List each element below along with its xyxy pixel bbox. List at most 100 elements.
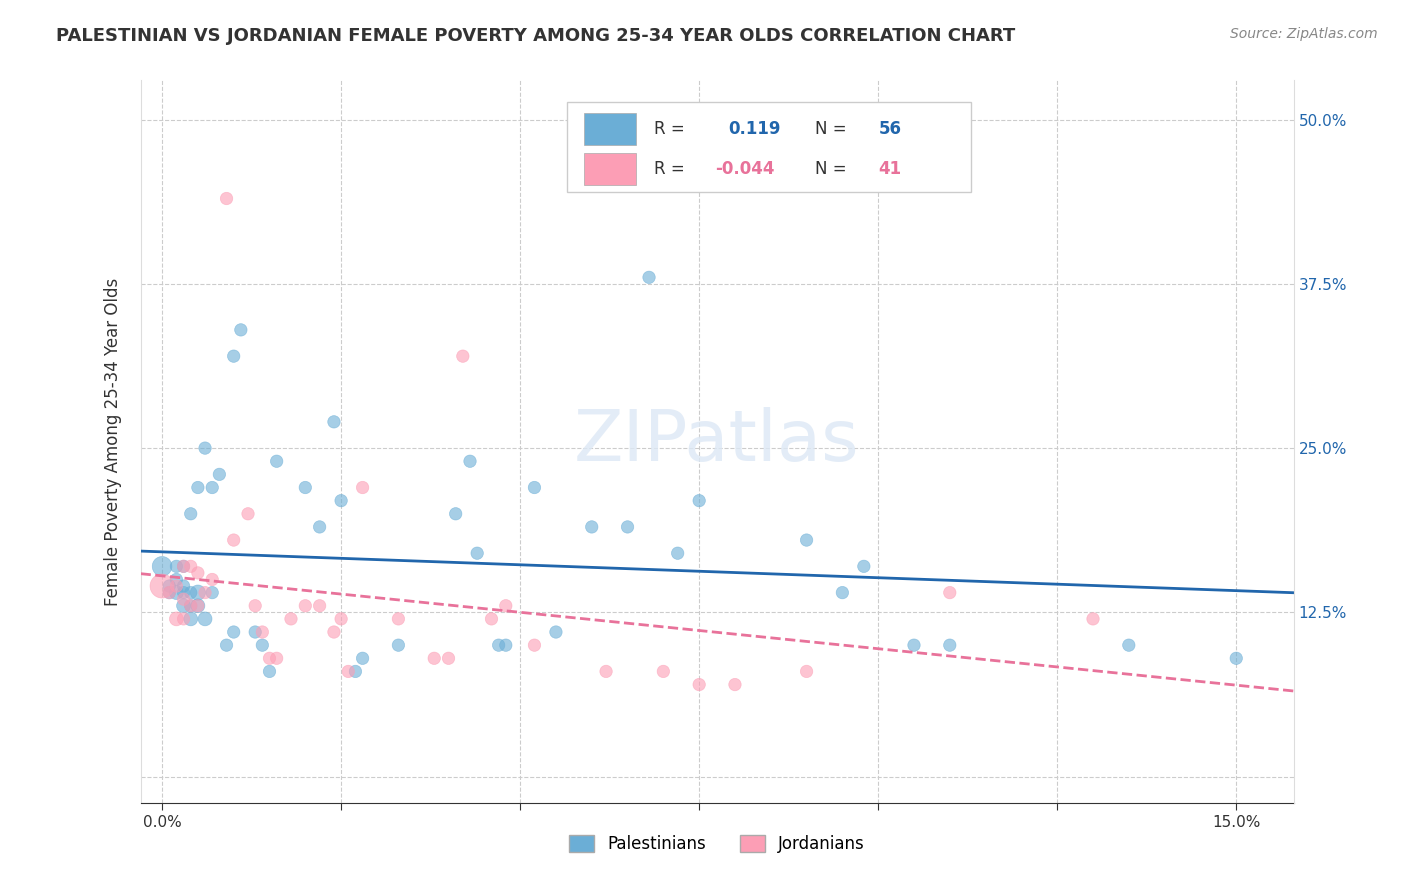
Point <box>187 599 209 613</box>
Text: N =: N = <box>815 120 846 138</box>
Point <box>201 573 224 587</box>
Point <box>180 585 202 599</box>
Point <box>180 599 202 613</box>
Point <box>444 507 467 521</box>
Point <box>544 625 567 640</box>
Point <box>180 559 202 574</box>
Point <box>236 507 259 521</box>
Point <box>222 533 245 547</box>
Point <box>352 651 374 665</box>
Point <box>666 546 689 560</box>
Point <box>194 585 217 599</box>
Point <box>652 665 675 679</box>
FancyBboxPatch shape <box>585 153 637 185</box>
Point <box>1225 651 1247 665</box>
Y-axis label: Female Poverty Among 25-34 Year Olds: Female Poverty Among 25-34 Year Olds <box>104 277 122 606</box>
Point <box>150 579 173 593</box>
Point <box>638 270 661 285</box>
Point <box>280 612 302 626</box>
Point <box>294 481 316 495</box>
Point <box>458 454 481 468</box>
Point <box>939 585 962 599</box>
Point <box>215 638 238 652</box>
Point <box>243 599 266 613</box>
Point <box>595 665 617 679</box>
Point <box>173 559 195 574</box>
Point <box>323 625 346 640</box>
Point <box>688 493 710 508</box>
Point <box>330 612 353 626</box>
Point <box>323 415 346 429</box>
Point <box>187 585 209 599</box>
Point <box>157 585 180 599</box>
Text: N =: N = <box>815 161 846 178</box>
Point <box>222 625 245 640</box>
Point <box>266 651 288 665</box>
Point <box>165 585 187 599</box>
Point <box>187 566 209 580</box>
Point <box>157 585 180 599</box>
Point <box>165 559 187 574</box>
Point <box>352 481 374 495</box>
Text: 0.119: 0.119 <box>728 120 782 138</box>
Point <box>495 638 517 652</box>
Point <box>481 612 503 626</box>
Legend: Palestinians, Jordanians: Palestinians, Jordanians <box>562 828 872 860</box>
Text: 56: 56 <box>879 120 901 138</box>
Point <box>165 579 187 593</box>
Point <box>437 651 460 665</box>
Text: Source: ZipAtlas.com: Source: ZipAtlas.com <box>1230 27 1378 41</box>
Point <box>201 585 224 599</box>
Text: R =: R = <box>654 161 685 178</box>
Text: ZIPatlas: ZIPatlas <box>574 407 860 476</box>
Point <box>523 481 546 495</box>
Point <box>294 599 316 613</box>
Point <box>266 454 288 468</box>
Point <box>180 612 202 626</box>
FancyBboxPatch shape <box>585 112 637 145</box>
Point <box>308 520 330 534</box>
Point <box>939 638 962 652</box>
Point <box>337 665 360 679</box>
Point <box>194 612 217 626</box>
Point <box>180 507 202 521</box>
Point <box>387 638 409 652</box>
Point <box>187 599 209 613</box>
Point <box>173 612 195 626</box>
Point <box>330 493 353 508</box>
FancyBboxPatch shape <box>567 102 970 193</box>
Point <box>173 585 195 599</box>
Point <box>208 467 231 482</box>
Point <box>523 638 546 652</box>
Point <box>252 625 274 640</box>
Text: -0.044: -0.044 <box>714 161 775 178</box>
Point <box>165 573 187 587</box>
Text: 41: 41 <box>879 161 901 178</box>
Point <box>243 625 266 640</box>
Point <box>215 192 238 206</box>
Point <box>173 592 195 607</box>
Point <box>1118 638 1140 652</box>
Point <box>150 559 173 574</box>
Point <box>903 638 925 652</box>
Point <box>173 579 195 593</box>
Point <box>259 651 281 665</box>
Point <box>173 559 195 574</box>
Point <box>451 349 474 363</box>
Point <box>488 638 510 652</box>
Point <box>308 599 330 613</box>
Point <box>252 638 274 652</box>
Point <box>581 520 603 534</box>
Point <box>173 599 195 613</box>
Point <box>222 349 245 363</box>
Point <box>194 441 217 455</box>
Point <box>423 651 446 665</box>
Point <box>616 520 638 534</box>
Point <box>344 665 367 679</box>
Point <box>495 599 517 613</box>
Point <box>180 599 202 613</box>
Point <box>187 481 209 495</box>
Text: PALESTINIAN VS JORDANIAN FEMALE POVERTY AMONG 25-34 YEAR OLDS CORRELATION CHART: PALESTINIAN VS JORDANIAN FEMALE POVERTY … <box>56 27 1015 45</box>
Point <box>259 665 281 679</box>
Point <box>165 612 187 626</box>
